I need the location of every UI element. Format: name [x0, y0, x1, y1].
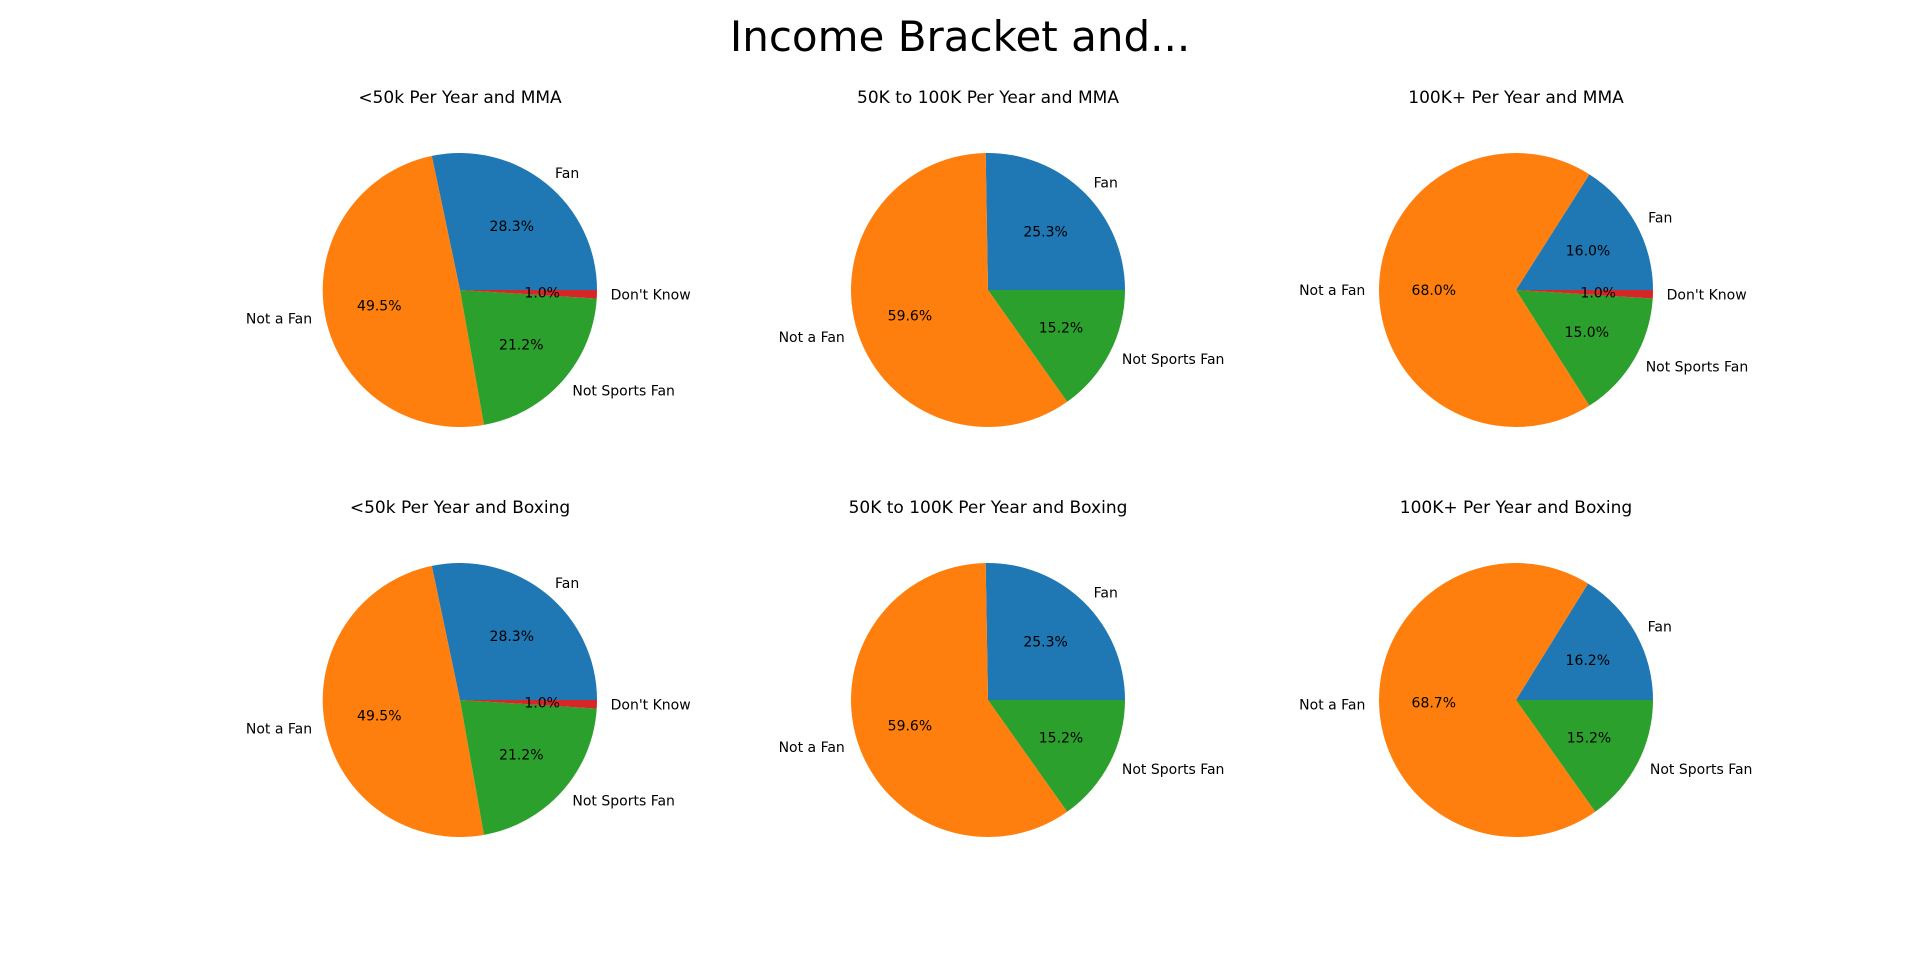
slice-percent-label: 1.0%	[524, 696, 560, 712]
slice-label: Not a Fan	[779, 740, 845, 756]
pie-chart-1: <50k Per Year and MMA Fan 28.3% Not a Fan 49…	[246, 88, 691, 428]
slice-percent-label: 1.0%	[524, 286, 560, 302]
pie-chart-3: 100K+ Per Year and MMA Fan 16.0% Not a Fan 6…	[1299, 88, 1748, 427]
slice-label: Fan	[555, 166, 579, 182]
slice-label: Fan	[1094, 176, 1118, 192]
pie-chart-6: 100K+ Per Year and Boxing Fan 16.2% Not a F…	[1299, 498, 1752, 837]
slice-percent-label: 16.2%	[1566, 653, 1610, 669]
pie-slice-don-t-know	[460, 700, 597, 709]
slice-percent-label: 15.0%	[1565, 325, 1609, 341]
pie-slice-not-a-fan	[322, 155, 484, 428]
slice-label: Not Sports Fan	[572, 383, 675, 399]
slice-percent-label: 1.0%	[1580, 286, 1616, 302]
slice-percent-label: 25.3%	[1023, 224, 1067, 240]
pie-slice-not-sports-fan	[1516, 290, 1653, 406]
slice-label: Fan	[1648, 210, 1672, 226]
slice-label: Don't Know	[611, 288, 691, 304]
pie-title: 100K+ Per Year and MMA	[1408, 88, 1624, 108]
slice-label: Fan	[1094, 586, 1118, 602]
slice-label: Not Sports Fan	[1646, 360, 1749, 376]
pie-chart-5: 50K to 100K Per Year and Boxing Fan 25.3% N…	[779, 498, 1225, 837]
slice-percent-label: 59.6%	[888, 309, 932, 325]
slice-label: Not a Fan	[246, 722, 312, 738]
pie-slice-not-a-fan	[322, 565, 484, 838]
pie-slice-not-sports-fan	[460, 290, 597, 425]
pie-chart-4: <50k Per Year and Boxing Fan 28.3% Not a Fa…	[246, 498, 691, 838]
slice-label: Not a Fan	[1299, 698, 1365, 714]
slice-percent-label: 68.7%	[1412, 696, 1456, 712]
pie-title: <50k Per Year and MMA	[358, 88, 562, 108]
pie-chart-2: 50K to 100K Per Year and MMA Fan 25.3% Not …	[779, 88, 1225, 427]
pie-slice-not-sports-fan	[1516, 700, 1653, 812]
slice-percent-label: 15.2%	[1039, 731, 1083, 747]
pie-slice-fan	[985, 562, 1125, 700]
slice-label: Fan	[555, 576, 579, 592]
pie-slice-not-a-fan	[1378, 562, 1596, 837]
pie-title: 50K to 100K Per Year and Boxing	[849, 498, 1128, 518]
slice-percent-label: 68.0%	[1412, 283, 1456, 299]
slice-percent-label: 21.2%	[499, 338, 543, 354]
pie-title: <50k Per Year and Boxing	[350, 498, 570, 518]
slice-percent-label: 49.5%	[357, 709, 401, 725]
slice-percent-label: 15.2%	[1039, 321, 1083, 337]
slice-percent-label: 16.0%	[1566, 243, 1610, 259]
pie-title: 50K to 100K Per Year and MMA	[857, 88, 1119, 108]
slice-percent-label: 15.2%	[1567, 731, 1611, 747]
pie-slice-don-t-know	[1516, 290, 1653, 299]
pie-slice-fan	[431, 152, 597, 290]
slice-percent-label: 28.3%	[490, 219, 534, 235]
pie-slice-not-sports-fan	[988, 700, 1125, 812]
slice-label: Fan	[1648, 620, 1672, 636]
slice-label: Not Sports Fan	[1122, 352, 1225, 368]
pie-slice-fan	[1516, 174, 1653, 290]
pie-slice-not-a-fan	[850, 153, 1068, 427]
slice-label: Not a Fan	[1299, 283, 1365, 299]
pie-slice-fan	[1516, 583, 1653, 700]
slice-label: Don't Know	[1667, 288, 1747, 304]
figure-title: Income Bracket and...	[729, 12, 1191, 61]
pie-title: 100K+ Per Year and Boxing	[1400, 498, 1632, 518]
slice-label: Not Sports Fan	[1122, 762, 1225, 778]
slice-percent-label: 49.5%	[357, 299, 401, 315]
slice-label: Not a Fan	[246, 312, 312, 328]
pie-slice-not-a-fan	[1378, 152, 1590, 427]
pie-slice-not-a-fan	[850, 563, 1068, 837]
pie-slice-not-sports-fan	[460, 700, 597, 835]
pie-slice-don-t-know	[460, 290, 597, 299]
slice-percent-label: 59.6%	[888, 719, 932, 735]
slice-percent-label: 21.2%	[499, 748, 543, 764]
slice-percent-label: 28.3%	[490, 629, 534, 645]
slice-label: Not a Fan	[779, 330, 845, 346]
slice-percent-label: 25.3%	[1023, 634, 1067, 650]
slice-label: Don't Know	[611, 698, 691, 714]
pie-slice-not-sports-fan	[988, 290, 1125, 402]
pie-slice-fan	[985, 152, 1125, 290]
pie-slice-fan	[431, 562, 598, 700]
slice-label: Not Sports Fan	[572, 793, 675, 809]
slice-label: Not Sports Fan	[1650, 762, 1753, 778]
